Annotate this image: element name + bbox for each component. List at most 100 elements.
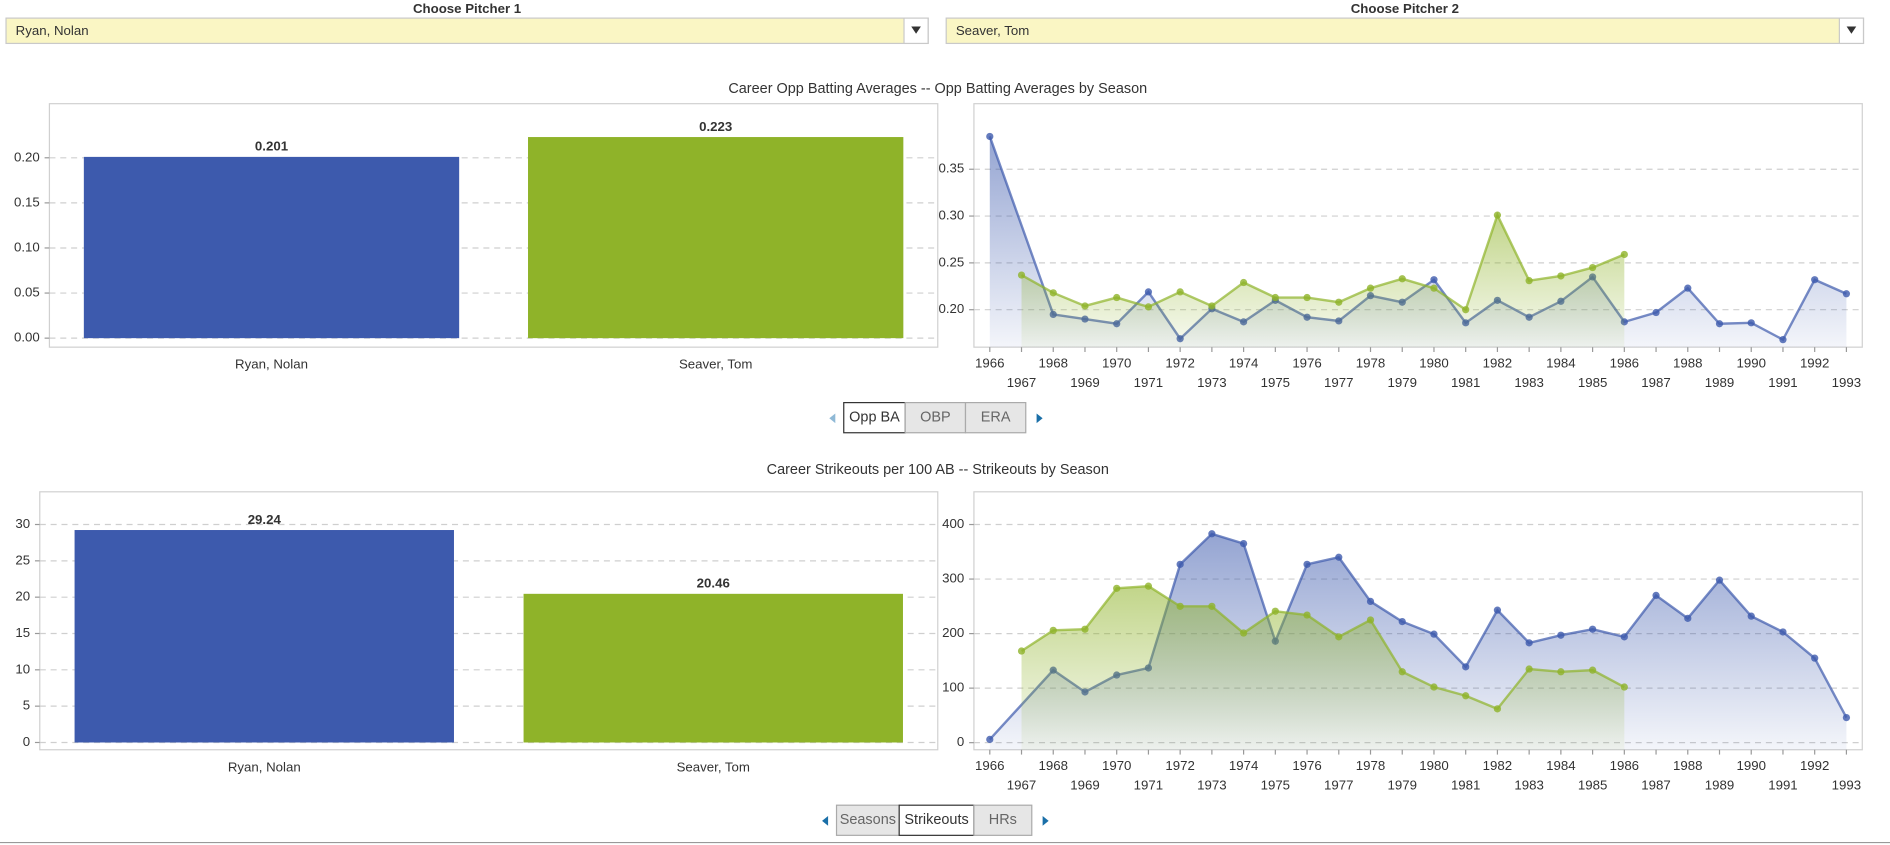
point	[1525, 639, 1533, 647]
point	[1398, 668, 1406, 676]
x-tick-label: Ryan, Nolan	[228, 759, 301, 774]
x-tick-label: 1985	[1578, 375, 1607, 390]
prev-arrow[interactable]	[822, 816, 829, 826]
point	[1208, 302, 1216, 310]
point	[1588, 263, 1597, 272]
x-tick-label: 1987	[1641, 375, 1670, 390]
point	[1113, 584, 1121, 592]
dropdown-value[interactable]: Seaver, Tom	[956, 23, 1029, 38]
x-tick-label: 1982	[1483, 356, 1512, 371]
next-arrow[interactable]	[1036, 413, 1043, 424]
x-tick-label: 1981	[1451, 375, 1480, 390]
x-tick-label: 1967	[1007, 777, 1036, 792]
x-tick-label: 1966	[975, 758, 1004, 773]
area	[1021, 586, 1625, 750]
dropdown[interactable]: Ryan, Nolan	[5, 17, 929, 45]
toggle-button-label[interactable]: Strikeouts	[904, 812, 968, 828]
point	[1366, 616, 1375, 624]
point	[1049, 289, 1057, 297]
x-tick-label: Seaver, Tom	[679, 357, 752, 372]
point	[1303, 293, 1311, 302]
y-tick-label: 0	[23, 734, 30, 749]
value-label: 0.223	[699, 119, 732, 134]
toggle-button-label[interactable]: ERA	[981, 409, 1011, 425]
point	[1017, 271, 1026, 279]
point	[1620, 633, 1628, 641]
next-arrow[interactable]	[1042, 816, 1049, 826]
area	[1021, 215, 1625, 348]
toggle-button[interactable]: Seasons	[835, 804, 900, 836]
x-tick-label: 1988	[1673, 758, 1702, 773]
y-tick-label: 30	[15, 516, 30, 531]
x-tick-label: 1986	[1610, 758, 1639, 773]
dropdown-button[interactable]	[1838, 17, 1865, 45]
x-tick-label: 1993	[1832, 777, 1861, 792]
dropdown-value[interactable]: Ryan, Nolan	[16, 23, 89, 38]
value-label: 20.46	[697, 576, 730, 591]
x-tick-label: 1989	[1705, 777, 1734, 792]
point	[1811, 276, 1819, 284]
y-tick-label: 0.10	[14, 239, 40, 254]
x-tick-label: 1969	[1070, 375, 1099, 390]
x-tick-label: 1971	[1134, 375, 1163, 390]
toggle-button-box[interactable]	[835, 804, 900, 836]
toggle-button-label[interactable]: Opp BA	[849, 409, 900, 425]
point	[1652, 308, 1660, 317]
bar	[523, 593, 903, 743]
toggle-button-box[interactable]	[898, 804, 975, 836]
point	[1462, 663, 1470, 671]
point	[1525, 277, 1533, 285]
toggle-button-label[interactable]: HRs	[989, 812, 1017, 828]
toggle-button[interactable]: Opp BA	[843, 402, 906, 434]
toggle-button[interactable]: ERA	[964, 402, 1027, 434]
toggle-button[interactable]: HRs	[973, 804, 1033, 836]
point	[1462, 692, 1470, 700]
dropdown-arrow[interactable]	[911, 26, 921, 34]
bar	[74, 530, 454, 743]
bar	[83, 156, 460, 339]
toggle-button-box[interactable]	[843, 402, 906, 434]
toggle-button-box[interactable]	[904, 402, 967, 434]
dropdown[interactable]: Seaver, Tom	[945, 17, 1865, 45]
y-tick-label: 0.25	[938, 254, 964, 269]
point	[1398, 617, 1406, 626]
point	[1017, 647, 1026, 655]
x-tick-label: 1978	[1356, 356, 1385, 371]
toggle-button-box[interactable]	[973, 804, 1033, 836]
toggle-button-label[interactable]: Seasons	[840, 812, 896, 828]
x-tick-label: 1988	[1673, 356, 1702, 371]
toggle-button[interactable]: Strikeouts	[898, 804, 975, 836]
x-tick-label: 1976	[1292, 356, 1321, 371]
x-tick-label: 1979	[1387, 777, 1416, 792]
point	[1430, 630, 1438, 638]
point	[1239, 278, 1248, 287]
dropdown-arrow[interactable]	[1846, 26, 1857, 34]
toggle-button[interactable]: OBP	[904, 402, 967, 434]
x-tick-label: 1980	[1419, 356, 1448, 371]
toggle-button-label[interactable]: OBP	[920, 409, 951, 425]
toggle-button-box[interactable]	[964, 402, 1027, 434]
point	[1176, 602, 1184, 610]
x-tick-label: 1990	[1736, 356, 1765, 371]
x-tick-label: 1987	[1641, 777, 1670, 792]
point	[1335, 633, 1343, 641]
point	[1525, 665, 1533, 673]
point	[1081, 625, 1089, 633]
x-tick-label: 1977	[1324, 375, 1353, 390]
point	[1684, 284, 1692, 292]
x-tick-label: 1968	[1039, 758, 1068, 773]
x-tick-label: 1983	[1514, 777, 1543, 792]
point	[1588, 666, 1597, 674]
dropdown-box[interactable]	[5, 17, 929, 45]
x-tick-label: 1974	[1229, 356, 1258, 371]
section-title: Career Opp Batting Averages -- Opp Batti…	[728, 81, 1147, 97]
dropdown-box[interactable]	[945, 17, 1865, 45]
prev-arrow[interactable]	[829, 413, 836, 424]
y-tick-label: 15	[15, 625, 30, 640]
x-tick-label: 1975	[1261, 777, 1290, 792]
y-tick-label: 200	[942, 625, 964, 640]
point	[1842, 290, 1851, 298]
point	[1588, 625, 1597, 633]
x-tick-label: 1967	[1007, 375, 1036, 390]
